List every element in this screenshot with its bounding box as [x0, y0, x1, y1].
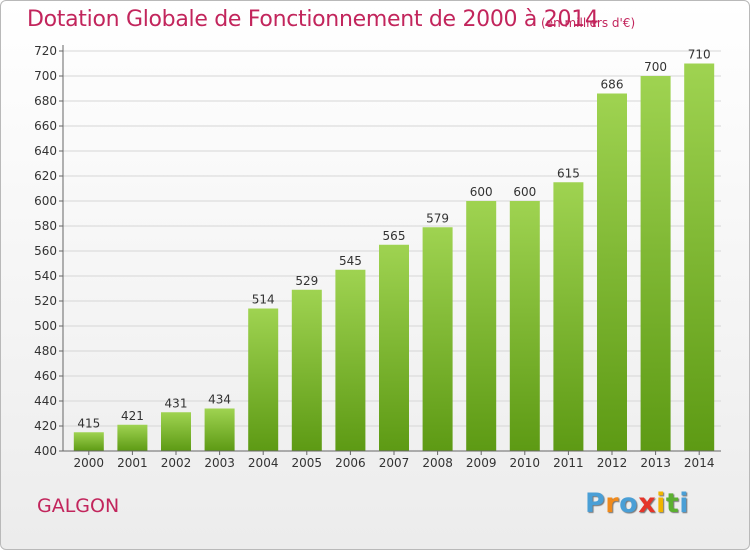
chart-title: Dotation Globale de Fonctionnement de 20…	[27, 7, 599, 32]
y-tick-label: 540	[34, 269, 57, 283]
y-tick-label: 580	[34, 219, 57, 233]
y-tick-label: 620	[34, 169, 57, 183]
y-tick-label: 520	[34, 294, 57, 308]
data-label: 710	[688, 48, 711, 62]
bar	[161, 412, 191, 451]
x-tick-label: 2001	[117, 456, 148, 470]
logo-letter: i	[679, 488, 690, 519]
data-label: 565	[383, 229, 406, 243]
data-label: 686	[601, 78, 624, 92]
data-label: 615	[557, 166, 580, 180]
data-label: 700	[644, 60, 667, 74]
place-name: GALGON	[37, 495, 120, 517]
bar	[640, 76, 671, 451]
chart-subtitle: (en milliers d'€)	[541, 16, 636, 30]
proxiti-logo: Proxiti	[585, 488, 689, 519]
logo-letter: t	[665, 488, 680, 519]
y-tick-label: 480	[34, 344, 57, 358]
data-label: 529	[295, 274, 318, 288]
x-tick-label: 2003	[204, 456, 235, 470]
x-tick-label: 2011	[553, 456, 584, 470]
x-tick-label: 2006	[335, 456, 366, 470]
data-label: 431	[165, 396, 188, 410]
bar	[291, 289, 322, 451]
bar	[379, 244, 409, 451]
x-tick-label: 2014	[684, 456, 715, 470]
logo-letter: o	[619, 488, 639, 519]
bar	[597, 93, 627, 451]
y-tick-label: 720	[34, 44, 57, 58]
y-tick-label: 500	[34, 319, 57, 333]
x-tick-label: 2000	[74, 456, 105, 470]
bar	[466, 201, 497, 451]
data-label: 600	[513, 185, 536, 199]
x-tick-label: 2010	[510, 456, 541, 470]
logo-letter: i	[656, 488, 666, 519]
x-tick-label: 2008	[422, 456, 453, 470]
bar	[117, 424, 148, 451]
data-label: 579	[426, 211, 449, 225]
x-tick-label: 2004	[248, 456, 279, 470]
data-label: 434	[208, 393, 231, 407]
logo-letter: x	[638, 488, 657, 519]
x-tick-label: 2013	[640, 456, 671, 470]
y-tick-label: 420	[34, 419, 57, 433]
y-tick-label: 460	[34, 369, 57, 383]
bar	[204, 408, 235, 451]
data-label: 514	[252, 293, 275, 307]
y-tick-label: 600	[34, 194, 57, 208]
bar	[684, 63, 715, 451]
y-tick-label: 660	[34, 119, 57, 133]
y-tick-label: 400	[34, 444, 57, 458]
logo-letter: P	[585, 488, 606, 519]
y-tick-label: 560	[34, 244, 57, 258]
x-tick-label: 2009	[466, 456, 497, 470]
x-tick-label: 2002	[161, 456, 192, 470]
y-tick-label: 680	[34, 94, 57, 108]
bar	[553, 182, 584, 451]
logo-letter: r	[605, 488, 620, 519]
bar	[335, 269, 366, 451]
data-label: 545	[339, 254, 362, 268]
y-tick-label: 640	[34, 144, 57, 158]
data-label: 421	[121, 409, 144, 423]
x-tick-label: 2012	[597, 456, 628, 470]
bar	[422, 227, 453, 451]
data-label: 600	[470, 185, 493, 199]
bar	[509, 201, 540, 451]
bar	[248, 308, 279, 451]
data-label: 415	[77, 416, 100, 430]
x-tick-label: 2005	[292, 456, 323, 470]
y-tick-label: 440	[34, 394, 57, 408]
x-tick-label: 2007	[379, 456, 410, 470]
bar	[73, 432, 104, 451]
y-tick-label: 700	[34, 69, 57, 83]
